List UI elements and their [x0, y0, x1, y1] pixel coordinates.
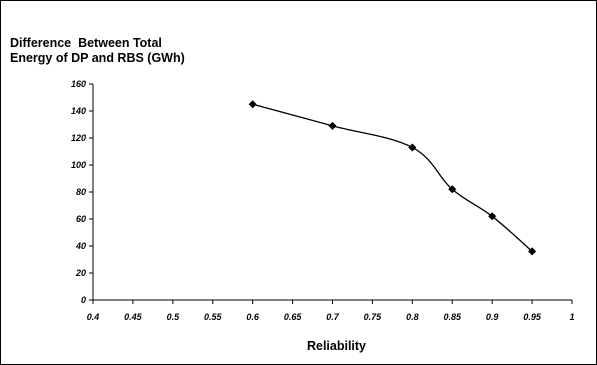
- x-axis-title: Reliability: [307, 339, 366, 353]
- y-tick-label: 120: [71, 133, 86, 143]
- x-tick-label: 0.7: [326, 312, 340, 322]
- y-tick-label: 160: [71, 79, 86, 89]
- x-tick-label: 0.55: [204, 312, 223, 322]
- data-point-marker: [328, 121, 337, 130]
- chart-title: Difference Between Total Energy of DP an…: [10, 36, 185, 66]
- data-point-marker: [248, 100, 257, 109]
- x-tick-label: 0.9: [486, 312, 499, 322]
- x-tick-label: 0.6: [246, 312, 260, 322]
- series-line: [252, 103, 533, 252]
- y-tick-label: 80: [76, 187, 86, 197]
- x-tick-label: 0.45: [124, 312, 143, 322]
- data-point-marker: [528, 247, 537, 256]
- x-tick-label: 0.65: [284, 312, 303, 322]
- y-tick-label: 40: [75, 241, 86, 251]
- axes: [92, 84, 572, 301]
- x-tick-label: 1: [569, 312, 574, 322]
- data-point-marker: [488, 212, 497, 221]
- x-tick-label: 0.5: [167, 312, 181, 322]
- x-tick-label: 0.85: [443, 312, 462, 322]
- x-tick-label: 0.8: [406, 312, 419, 322]
- y-tick-label: 60: [76, 214, 86, 224]
- x-tick-label: 0.75: [364, 312, 383, 322]
- x-tick-label: 0.95: [523, 312, 542, 322]
- x-axis-ticks: 0.4 0.45 0.5 0.55 0.6 0.65 0.7 0.75 0.8 0.85 0.9 0.…: [87, 300, 575, 322]
- series-group: [248, 100, 537, 256]
- y-axis-ticks: 0 20 40 60 80 100 120 140 160: [71, 79, 93, 305]
- data-point-marker: [448, 185, 457, 194]
- data-point-marker: [408, 143, 417, 152]
- chart-title-line-1: Difference Between Total: [10, 36, 162, 50]
- chart-title-line-2: Energy of DP and RBS (GWh): [10, 51, 185, 65]
- y-tick-label: 0: [81, 295, 86, 305]
- y-tick-label: 20: [75, 268, 86, 278]
- y-tick-label: 140: [71, 106, 86, 116]
- y-tick-label: 100: [71, 160, 86, 170]
- x-tick-label: 0.4: [87, 312, 100, 322]
